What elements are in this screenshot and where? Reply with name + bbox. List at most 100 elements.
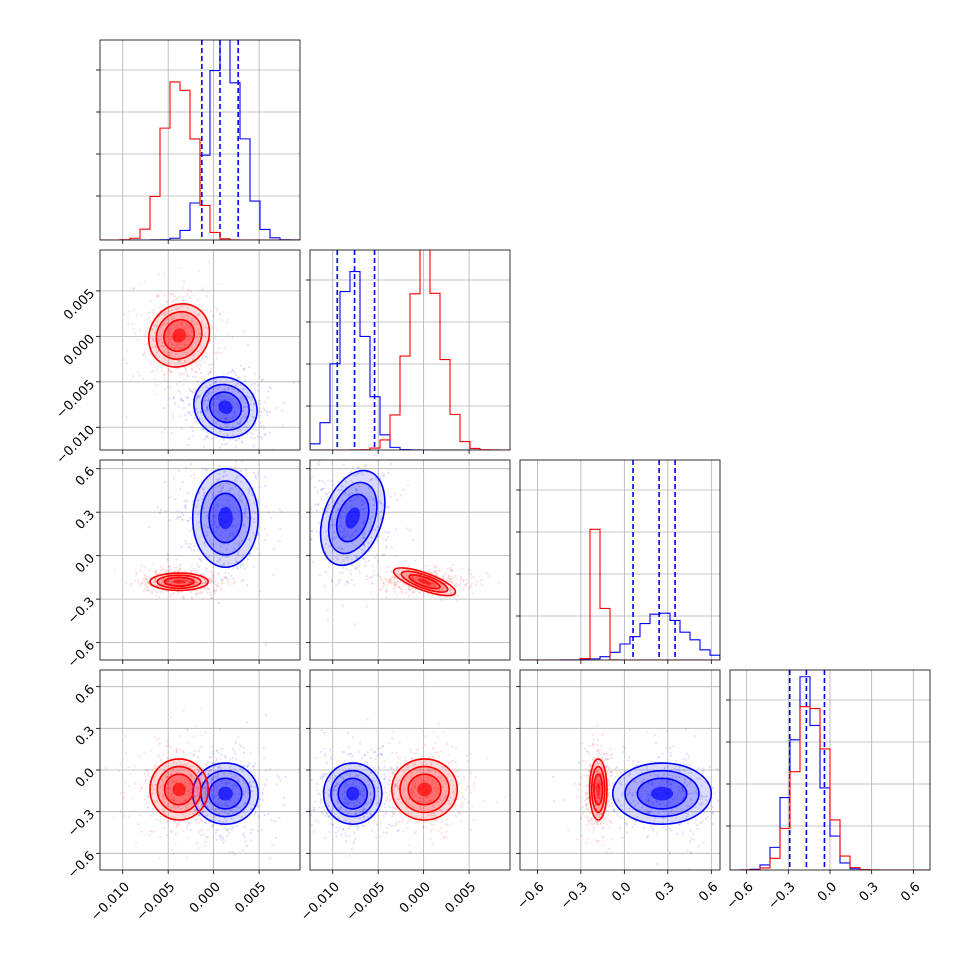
scatter-point <box>193 795 196 798</box>
scatter-point <box>190 329 193 333</box>
scatter-point <box>264 433 267 436</box>
scatter-point <box>216 801 219 805</box>
scatter-point <box>321 488 324 491</box>
scatter-point <box>450 568 453 571</box>
scatter-point <box>369 576 373 579</box>
scatter-point <box>711 786 715 790</box>
scatter-point <box>184 419 187 422</box>
scatter-point <box>436 775 440 778</box>
scatter-point <box>199 371 202 375</box>
scatter-point <box>389 570 393 573</box>
scatter-point <box>379 502 382 505</box>
scatter-point <box>394 784 398 787</box>
scatter-point <box>203 511 206 514</box>
scatter-point <box>228 779 232 782</box>
scatter-point <box>395 785 399 789</box>
scatter-point <box>223 817 226 820</box>
scatter-point <box>186 410 189 413</box>
scatter-point <box>443 796 446 799</box>
scatter-point <box>202 399 206 402</box>
scatter-point <box>255 547 258 550</box>
scatter-point <box>229 532 232 535</box>
scatter-point <box>174 362 177 366</box>
scatter-point <box>206 405 209 409</box>
scatter-point <box>193 544 196 547</box>
scatter-point <box>213 818 216 821</box>
scatter-point <box>244 782 247 785</box>
scatter-point <box>149 352 152 356</box>
scatter-point <box>401 584 405 588</box>
scatter-point <box>354 568 357 571</box>
scatter-point <box>434 584 437 588</box>
scatter-point <box>378 534 381 537</box>
scatter-point <box>182 597 185 600</box>
scatter-point <box>182 514 185 517</box>
scatter-point <box>226 829 229 832</box>
scatter-point <box>236 553 239 556</box>
scatter-point <box>432 755 435 758</box>
scatter-point <box>374 757 377 760</box>
scatter-point <box>449 580 452 583</box>
scatter-point <box>647 800 650 804</box>
scatter-point <box>241 415 245 418</box>
scatter-point <box>204 840 207 843</box>
scatter-point <box>354 774 357 777</box>
scatter-point <box>336 508 340 512</box>
scatter-point <box>204 567 207 570</box>
scatter-point <box>252 803 255 807</box>
scatter-point <box>147 311 150 314</box>
scatter-point <box>383 786 386 790</box>
scatter-point <box>168 311 171 314</box>
scatter-point <box>436 736 439 739</box>
scatter-point <box>464 584 467 587</box>
scatter-point <box>379 517 383 520</box>
scatter-point <box>686 804 689 807</box>
scatter-point <box>393 590 397 593</box>
scatter-point <box>185 371 188 374</box>
scatter-point <box>306 776 308 778</box>
scatter-point <box>349 573 353 576</box>
scatter-point <box>406 775 409 778</box>
scatter-point <box>212 776 215 779</box>
scatter-point <box>229 809 232 812</box>
scatter-point <box>386 505 389 508</box>
scatter-point <box>176 326 179 329</box>
scatter-point <box>367 779 370 783</box>
scatter-point <box>434 566 437 569</box>
scatter-point <box>204 355 207 358</box>
scatter-point <box>275 406 278 409</box>
scatter-point <box>324 814 327 817</box>
scatter-point <box>201 781 204 784</box>
scatter-point <box>230 387 234 390</box>
scatter-point <box>177 361 180 364</box>
scatter-point <box>195 455 197 457</box>
scatter-point <box>404 575 407 578</box>
scatter-point <box>649 808 653 811</box>
scatter-point <box>681 788 684 792</box>
scatter-point <box>258 375 262 378</box>
scatter-point <box>497 581 501 585</box>
scatter-point <box>415 815 418 818</box>
scatter-point <box>172 292 175 296</box>
scatter-point <box>364 560 367 563</box>
scatter-point <box>189 516 192 520</box>
scatter-point <box>681 833 684 837</box>
scatter-point <box>193 569 196 572</box>
scatter-point <box>243 513 247 516</box>
scatter-point <box>336 557 339 561</box>
scatter-point <box>366 578 369 581</box>
scatter-point <box>205 355 209 358</box>
scatter-point <box>187 779 190 782</box>
scatter-point <box>169 292 172 295</box>
scatter-point <box>155 393 158 396</box>
scatter-point <box>206 804 209 808</box>
scatter-point <box>185 579 188 582</box>
scatter-point <box>666 780 670 783</box>
scatter-point <box>168 496 171 499</box>
scatter-point <box>340 548 343 551</box>
scatter-point <box>432 582 435 585</box>
scatter-point <box>200 820 203 823</box>
scatter-point <box>724 772 726 774</box>
scatter-point <box>460 579 463 582</box>
scatter-point <box>258 553 261 556</box>
